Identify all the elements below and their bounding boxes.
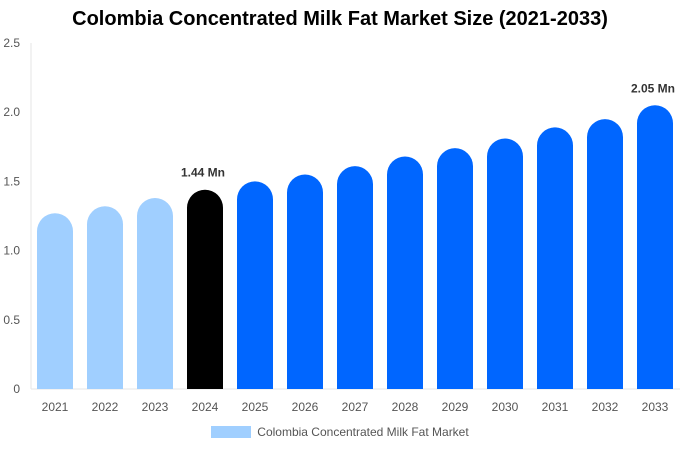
x-tick-label: 2029: [442, 400, 469, 414]
bar-2025: [237, 181, 273, 389]
y-tick-label: 2.5: [3, 36, 20, 50]
bar-2032: [587, 119, 623, 389]
x-tick-label: 2033: [642, 400, 669, 414]
x-tick-label: 2022: [92, 400, 119, 414]
x-tick-label: 2023: [142, 400, 169, 414]
data-label-2024: 1.44 Mn: [181, 166, 225, 180]
x-tick-label: 2027: [342, 400, 369, 414]
bar-2029: [437, 148, 473, 389]
y-tick-label: 0: [13, 382, 20, 396]
x-tick-label: 2021: [42, 400, 69, 414]
x-tick-label: 2025: [242, 400, 269, 414]
bar-2027: [337, 166, 373, 389]
data-label-2033: 2.05 Mn: [631, 81, 675, 95]
bar-2026: [287, 174, 323, 389]
y-tick-label: 1.0: [3, 244, 20, 258]
legend-label: Colombia Concentrated Milk Fat Market: [257, 425, 469, 439]
bar-2030: [487, 138, 523, 389]
x-tick-label: 2032: [592, 400, 619, 414]
legend: Colombia Concentrated Milk Fat Market: [0, 425, 680, 439]
bar-2033: [637, 105, 673, 389]
bar-2031: [537, 127, 573, 389]
y-tick-label: 1.5: [3, 174, 20, 188]
x-tick-label: 2028: [392, 400, 419, 414]
x-tick-label: 2026: [292, 400, 319, 414]
x-tick-label: 2031: [542, 400, 569, 414]
bar-2028: [387, 156, 423, 389]
bar-2022: [87, 206, 123, 389]
bar-2021: [37, 213, 73, 389]
y-tick-label: 0.5: [3, 313, 20, 327]
bar-2024: [187, 189, 223, 389]
x-tick-label: 2030: [492, 400, 519, 414]
y-tick-label: 2.0: [3, 105, 20, 119]
bar-2023: [137, 198, 173, 389]
legend-swatch: [211, 426, 252, 438]
x-tick-label: 2024: [192, 400, 219, 414]
chart-title: Colombia Concentrated Milk Fat Market Si…: [72, 8, 608, 30]
